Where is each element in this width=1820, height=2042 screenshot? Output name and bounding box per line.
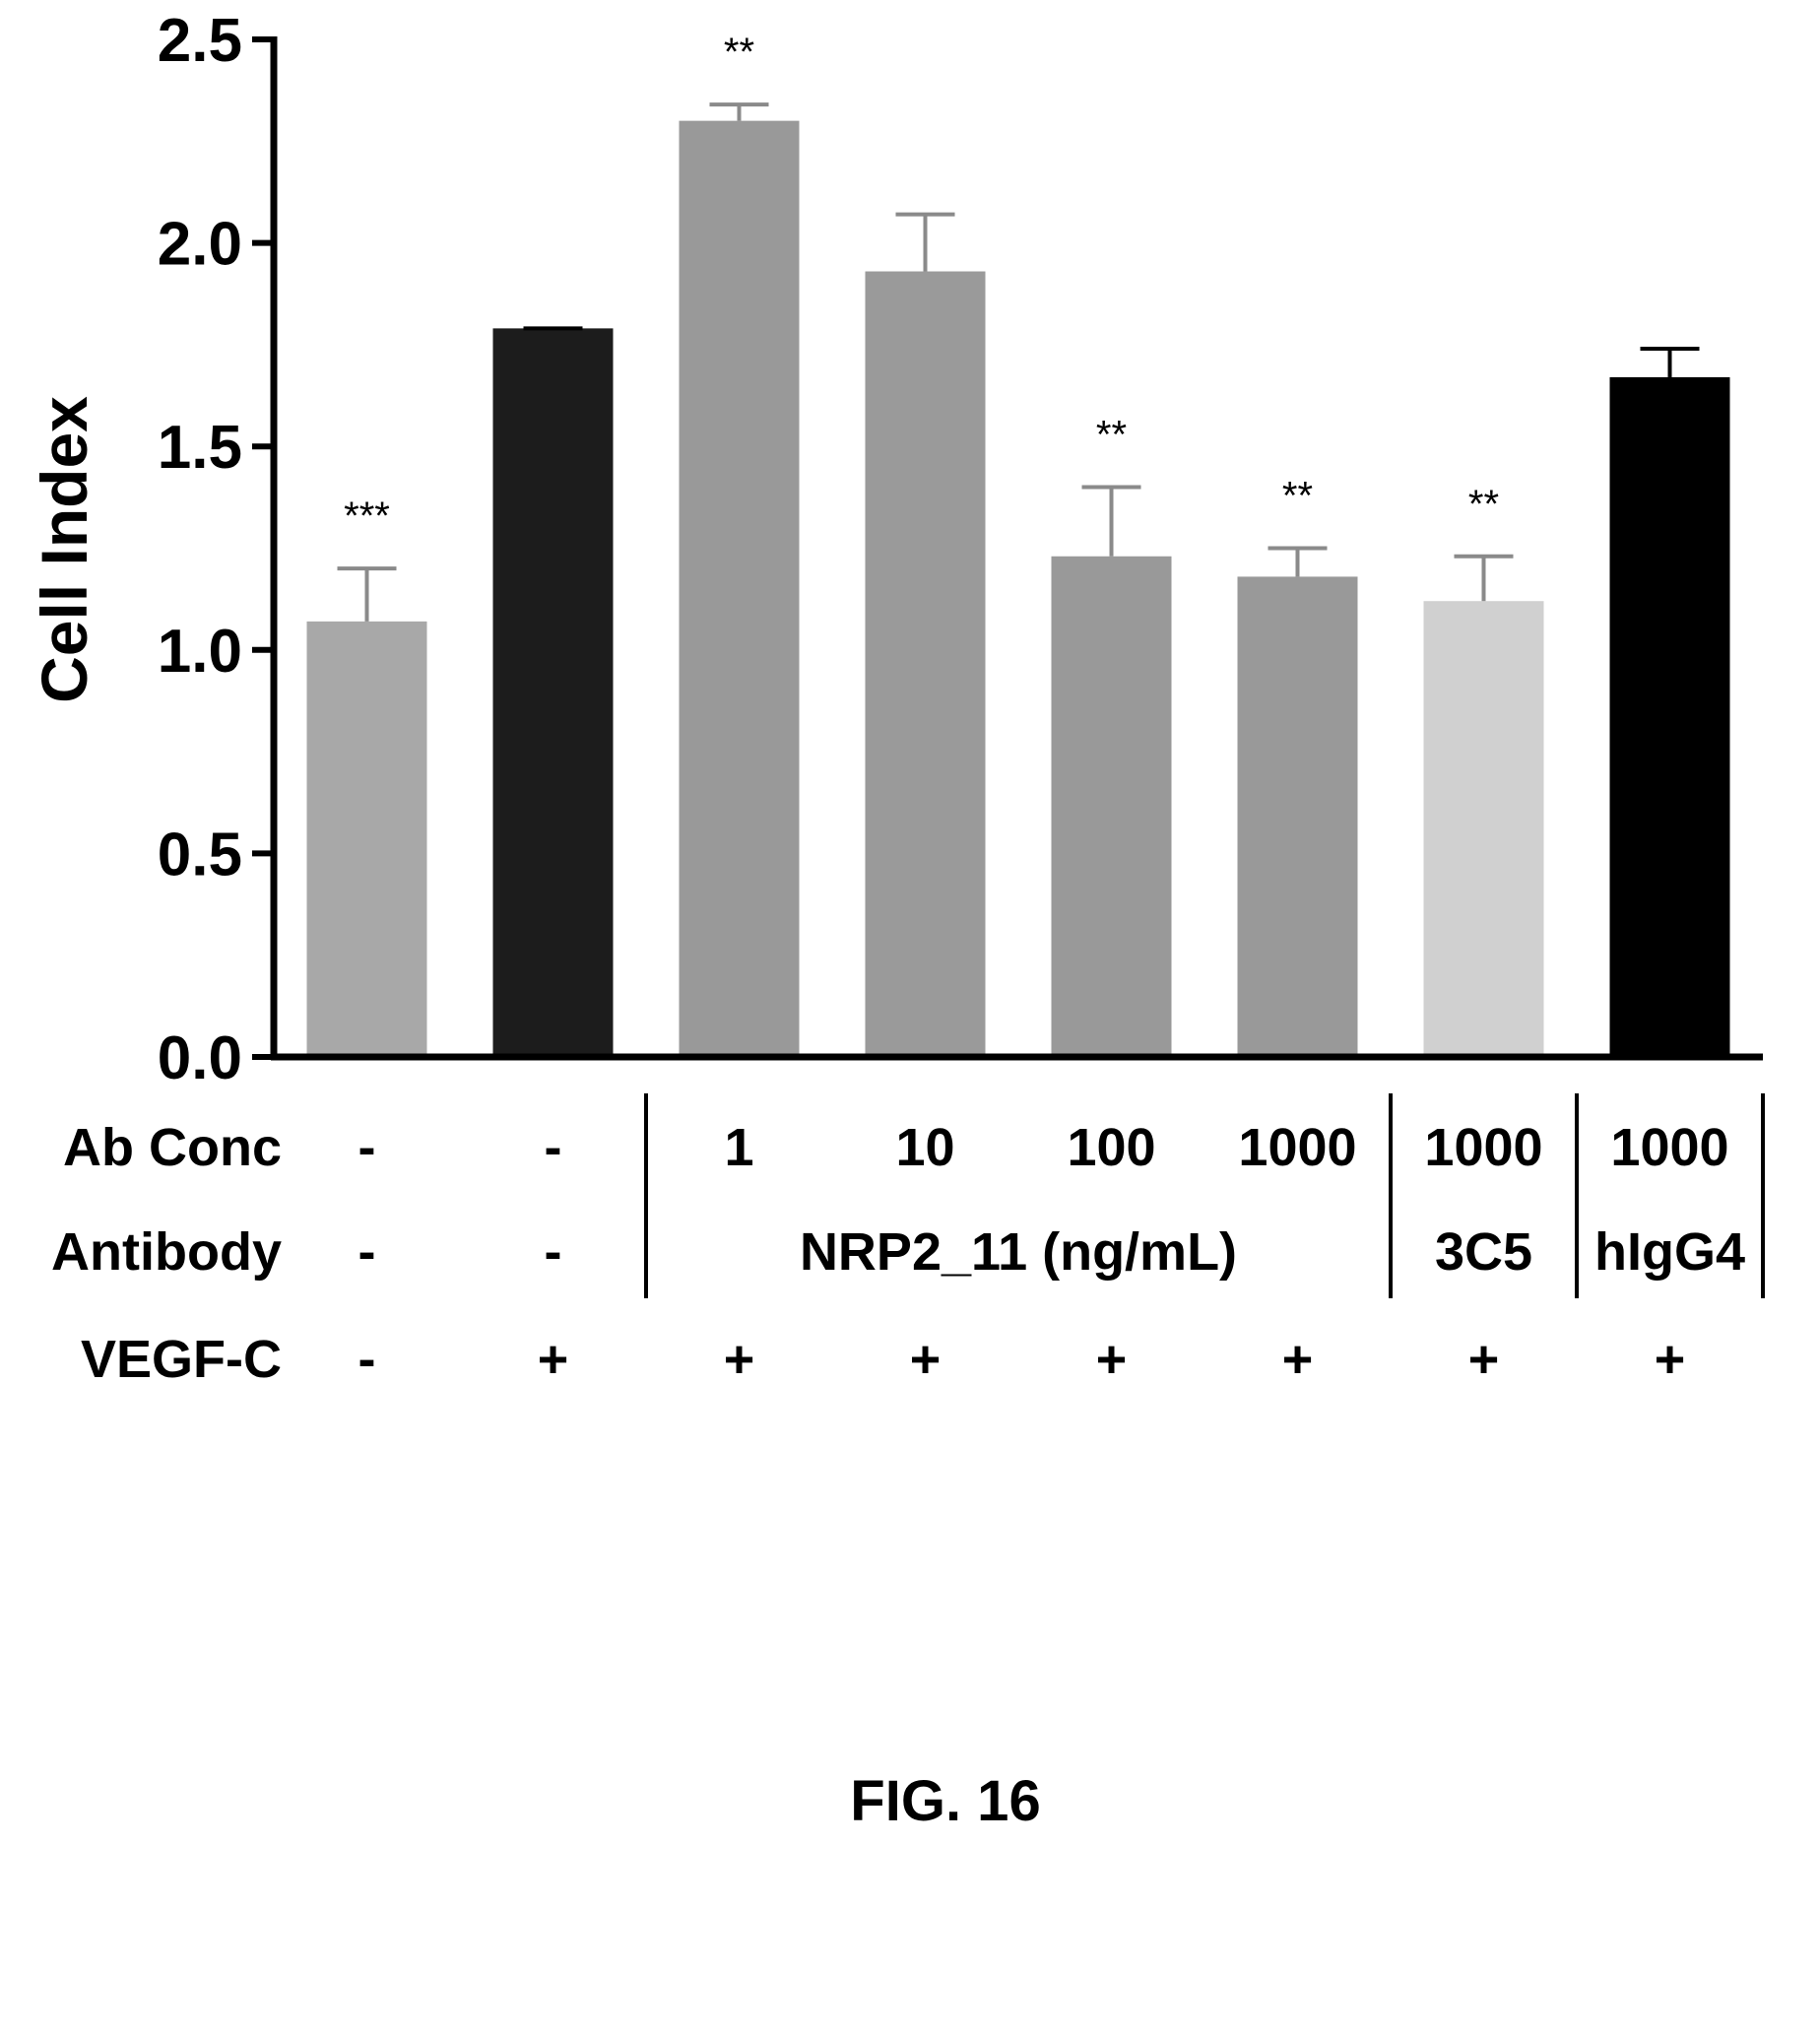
bar-3 xyxy=(865,271,986,1057)
row-label-1: Antibody xyxy=(51,1222,282,1282)
row-1-value-7: hIgG4 xyxy=(1594,1222,1745,1282)
row-1-value-1: - xyxy=(545,1222,562,1282)
row-0-value-1: - xyxy=(545,1118,562,1177)
bar-0 xyxy=(306,621,427,1057)
row-2-value-1: + xyxy=(538,1330,569,1389)
row-1-value-0: - xyxy=(358,1222,376,1282)
row-2-value-3: + xyxy=(910,1330,942,1389)
bar-2 xyxy=(679,120,800,1057)
y-tick-label-4: 2.0 xyxy=(158,211,242,279)
bar-5 xyxy=(1237,576,1358,1057)
y-tick-label-2: 1.0 xyxy=(158,618,242,686)
row-0-value-2: 1 xyxy=(724,1118,753,1177)
significance-4: ** xyxy=(1096,414,1127,457)
y-tick-label-1: 0.5 xyxy=(158,821,242,889)
bars xyxy=(306,120,1730,1057)
significance-0: *** xyxy=(344,494,390,538)
row-2-value-2: + xyxy=(724,1330,755,1389)
y-tick-label-0: 0.0 xyxy=(158,1024,242,1092)
y-axis-ticks: 0.0 0.5 1.0 1.5 2.0 2.5 xyxy=(158,7,274,1092)
condition-table: Ab Conc - - 1 10 100 1000 1000 1000 Antibody - - 3C5… xyxy=(51,1118,1745,1389)
significance-5: ** xyxy=(1282,475,1313,518)
significance-2: ** xyxy=(724,31,754,74)
y-tick-label-5: 2.5 xyxy=(158,7,242,75)
row-label-2: VEGF-C xyxy=(81,1330,282,1389)
bar-1 xyxy=(492,328,614,1057)
group-dividers xyxy=(644,1093,1765,1298)
figure-caption: FIG. 16 xyxy=(850,1769,1040,1833)
row-1-value-6: 3C5 xyxy=(1435,1222,1532,1282)
row-0-value-4: 100 xyxy=(1067,1118,1155,1177)
row-0-value-3: 10 xyxy=(895,1118,954,1177)
row-0-value-0: - xyxy=(358,1118,376,1177)
bar-7 xyxy=(1609,376,1730,1057)
bar-4 xyxy=(1051,556,1172,1057)
significance-6: ** xyxy=(1468,483,1499,526)
row-0-value-5: 1000 xyxy=(1238,1118,1356,1177)
row-0-value-7: 1000 xyxy=(1610,1118,1728,1177)
error-bars xyxy=(337,102,1700,622)
row-2-value-6: + xyxy=(1468,1330,1500,1389)
significance-markers: ********* ** xyxy=(344,31,1499,538)
y-tick-label-3: 1.5 xyxy=(158,414,242,482)
row-label-0: Ab Conc xyxy=(63,1118,282,1177)
row-2-value-0: - xyxy=(358,1330,376,1389)
row-2-value-5: + xyxy=(1282,1330,1314,1389)
row-2-value-4: + xyxy=(1096,1330,1128,1389)
row-0-value-6: 1000 xyxy=(1424,1118,1542,1177)
row-2-value-7: + xyxy=(1655,1330,1686,1389)
y-axis-label: Cell Index xyxy=(28,396,100,703)
row-1-group-label: NRP2_11 (ng/mL) xyxy=(800,1222,1237,1282)
bar-6 xyxy=(1423,601,1544,1057)
